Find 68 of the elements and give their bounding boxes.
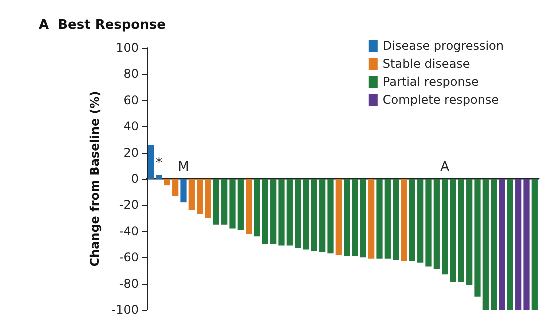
bar	[376, 179, 383, 259]
bar	[270, 179, 277, 244]
y-tick-label: -100	[112, 303, 139, 317]
y-tick-label: 60	[124, 93, 139, 108]
y-tick-label: 100	[116, 41, 139, 55]
legend-label: Disease progression	[382, 39, 504, 53]
bar	[516, 179, 522, 310]
y-tick-label: 20	[124, 146, 139, 160]
bar	[418, 179, 424, 263]
bar	[156, 175, 162, 179]
bar	[180, 179, 187, 203]
bar	[148, 144, 154, 179]
y-tick-label: -60	[119, 250, 139, 265]
y-tick-label: 0	[131, 172, 139, 186]
bar	[482, 179, 489, 310]
bar	[320, 179, 326, 252]
legend-label: Complete response	[382, 93, 500, 107]
legend-label: Partial response	[382, 75, 479, 89]
y-tick-label: -80	[119, 276, 139, 291]
bar	[336, 179, 342, 255]
bar	[524, 179, 530, 310]
bar	[222, 179, 228, 225]
bar	[238, 179, 244, 230]
bar	[393, 179, 400, 260]
data-label: *	[156, 156, 163, 172]
y-tick-label: 40	[124, 120, 139, 134]
bar	[434, 179, 440, 270]
bar	[197, 179, 204, 214]
bar	[303, 179, 310, 250]
y-tick-label: -40	[119, 224, 139, 238]
bar	[172, 179, 179, 196]
legend-label: Stable disease	[382, 57, 470, 71]
bar	[213, 179, 220, 225]
bar	[450, 179, 456, 282]
data-label: A	[440, 160, 450, 175]
bar	[466, 179, 473, 286]
bar	[246, 179, 252, 234]
bar	[360, 179, 366, 258]
bar	[164, 179, 170, 186]
data-label: M	[178, 160, 190, 175]
bar	[507, 179, 514, 310]
bar	[491, 179, 498, 310]
bar	[205, 179, 212, 218]
bar	[352, 179, 358, 256]
bar	[442, 179, 448, 275]
bar	[532, 179, 538, 310]
bar	[230, 179, 236, 229]
bar	[328, 179, 334, 254]
chart-title: A Best Response	[39, 18, 166, 33]
y-tick-label: -20	[119, 198, 139, 212]
y-axis-title: Change from Baseline (%)	[88, 91, 102, 267]
bar	[295, 179, 302, 248]
bar	[286, 179, 293, 246]
y-tick-label: 80	[124, 67, 139, 82]
bar	[278, 179, 285, 246]
bar	[458, 179, 464, 282]
bar	[344, 179, 350, 256]
bar	[188, 179, 195, 210]
bar	[409, 179, 416, 262]
bar	[474, 179, 481, 297]
bar	[311, 179, 318, 252]
bar	[401, 179, 408, 262]
bar	[384, 179, 391, 259]
bar	[262, 179, 268, 244]
bar	[499, 179, 506, 310]
bar	[254, 179, 260, 237]
bar	[368, 179, 375, 259]
bar	[426, 179, 432, 267]
